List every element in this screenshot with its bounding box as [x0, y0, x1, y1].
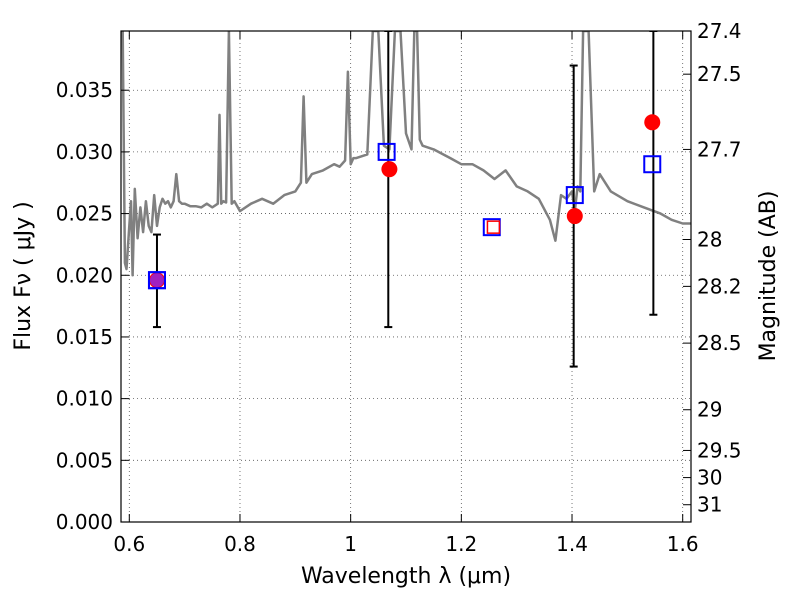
small-square-marker [486, 220, 501, 234]
spectrum-line [121, 31, 691, 277]
mag-tick-label: 27.7 [697, 137, 742, 161]
circle-marker [644, 114, 661, 131]
square-marker [643, 155, 662, 174]
x-tick-label: 1.6 [667, 532, 699, 556]
circle-marker [566, 208, 583, 225]
overlap-marker [149, 273, 164, 288]
y-tick-label: 0.035 [56, 78, 113, 102]
marker-layer [147, 114, 662, 290]
mag-tick-label: 29 [697, 398, 722, 422]
x-tick-label: 1.4 [556, 532, 588, 556]
y-axis-label: Flux Fν ( μJy ) [11, 201, 36, 350]
y-tick-label: 0.030 [56, 140, 113, 164]
plot-area [121, 31, 691, 368]
circle-marker [381, 161, 398, 178]
mag-tick-label: 28 [697, 227, 722, 251]
square-marker [565, 186, 584, 205]
y-tick-label: 0.005 [56, 448, 113, 472]
grid [121, 31, 691, 523]
y-tick-label: 0.010 [56, 387, 113, 411]
y-tick-label: 0.020 [56, 263, 113, 287]
mag-tick-label: 29.5 [697, 438, 742, 462]
y-tick-label: 0.015 [56, 325, 113, 349]
y-tick-label: 0.025 [56, 202, 113, 226]
mag-tick-label: 27.4 [697, 19, 742, 43]
y-tick-label: 0.000 [56, 510, 113, 534]
mag-tick-label: 28.2 [697, 274, 742, 298]
x-axis-label: Wavelength λ (μm) [301, 564, 511, 589]
x-tick-label: 1.2 [445, 532, 477, 556]
x-tick-label: 1 [344, 532, 357, 556]
square-marker [377, 142, 396, 161]
ticks [121, 30, 691, 523]
mag-tick-label: 31 [697, 493, 722, 517]
plot-frame [120, 30, 692, 523]
spectrum-layer [121, 31, 691, 277]
overlap-square-marker [147, 271, 166, 290]
y2-axis-label: Magnitude (AB) [756, 191, 781, 362]
mag-tick-label: 30 [697, 466, 722, 490]
x-tick-label: 0.8 [224, 532, 256, 556]
mag-tick-label: 27.5 [697, 62, 742, 86]
tick-labels: 0.6 0.8 1 1.2 1.4 1.6 0.000 0.005 0.010 0.015 0.02… [56, 19, 742, 556]
x-tick-label: 0.6 [113, 532, 145, 556]
mag-tick-label: 28.5 [697, 331, 742, 355]
